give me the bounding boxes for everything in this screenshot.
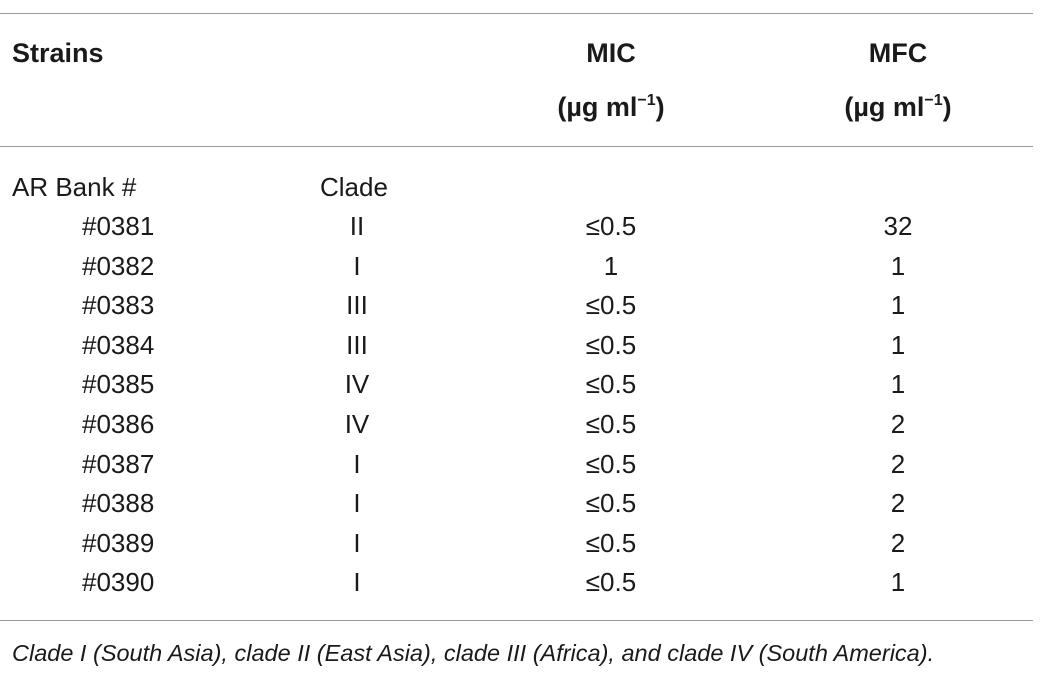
subheader-clade: Clade: [320, 172, 388, 202]
cell-strain: #0387: [82, 448, 155, 479]
cell-mic: ≤0.5: [585, 567, 637, 598]
cell-mic: ≤0.5: [585, 448, 637, 479]
cell-mfc: 1: [890, 369, 906, 400]
table-row: #0389 I ≤0.5 2: [0, 527, 1050, 567]
cell-strain: #0386: [82, 408, 155, 439]
cell-clade: II: [349, 211, 365, 241]
cell-mic: ≤0.5: [585, 329, 637, 360]
cell-mfc: 1: [890, 567, 906, 598]
cell-mfc: 1: [890, 329, 906, 360]
table-row: #0384 III ≤0.5 1: [0, 329, 1050, 369]
table-header-rule: [0, 146, 1033, 147]
cell-clade: I: [353, 488, 361, 519]
cell-clade: IV: [344, 369, 370, 400]
cell-strain: #0383: [82, 290, 155, 321]
header-strains: Strains: [12, 38, 104, 68]
unit-prefix: (µg ml: [557, 92, 638, 122]
table-bottom-rule: [0, 620, 1033, 621]
table-row: #0387 I ≤0.5 2: [0, 448, 1050, 488]
cell-strain: #0390: [82, 567, 155, 598]
cell-mic: ≤0.5: [585, 488, 637, 519]
cell-mic: ≤0.5: [585, 527, 637, 558]
header-mic: MIC: [586, 38, 636, 68]
table-row: #0381 II ≤0.5 32: [0, 210, 1050, 250]
unit-exponent: −1: [924, 92, 943, 109]
cell-strain: #0384: [82, 329, 155, 360]
header-mfc-unit: (µg ml−1): [798, 92, 998, 122]
cell-strain: #0382: [82, 250, 155, 281]
cell-mic: ≤0.5: [585, 369, 637, 400]
table-row: #0383 III ≤0.5 1: [0, 289, 1050, 329]
cell-mfc: 2: [890, 488, 906, 519]
table-row: #0388 I ≤0.5 2: [0, 487, 1050, 527]
table-row: #0385 IV ≤0.5 1: [0, 368, 1050, 408]
cell-mfc: 1: [890, 290, 906, 321]
cell-mfc: 2: [890, 408, 906, 439]
table-footnote: Clade I (South Asia), clade II (East Asi…: [12, 640, 935, 666]
cell-clade: IV: [344, 408, 370, 439]
table-body: #0381 II ≤0.5 32 #0382 I 1 1 #0383 III ≤0.5 1 #0384 I…: [0, 210, 1050, 606]
cell-mic: ≤0.5: [585, 290, 637, 321]
cell-mic: 1: [603, 250, 619, 281]
cell-clade: III: [346, 329, 368, 360]
table-row: #0382 I 1 1: [0, 250, 1050, 290]
cell-mfc: 1: [890, 250, 906, 281]
unit-suffix: ): [942, 92, 952, 122]
header-mic-unit: (µg ml−1): [511, 92, 711, 122]
cell-mfc: 32: [883, 211, 913, 241]
cell-mic: ≤0.5: [585, 211, 637, 241]
cell-mic: ≤0.5: [585, 408, 637, 439]
unit-suffix: ): [655, 92, 665, 122]
table-top-rule: [0, 13, 1033, 14]
cell-clade: I: [353, 448, 361, 479]
cell-clade: I: [353, 567, 361, 598]
unit-exponent: −1: [637, 92, 656, 109]
cell-mfc: 2: [890, 448, 906, 479]
cell-strain: #0389: [82, 527, 155, 558]
cell-strain: #0385: [82, 369, 155, 400]
cell-strain: #0388: [82, 488, 155, 519]
table-row: #0390 I ≤0.5 1: [0, 566, 1050, 606]
cell-clade: I: [353, 527, 361, 558]
header-mfc: MFC: [868, 38, 928, 68]
table-row: #0386 IV ≤0.5 2: [0, 408, 1050, 448]
unit-prefix: (µg ml: [844, 92, 925, 122]
cell-strain: #0381: [82, 211, 155, 241]
cell-clade: I: [353, 250, 361, 281]
cell-clade: III: [346, 290, 368, 321]
cell-mfc: 2: [890, 527, 906, 558]
subheader-ar-bank: AR Bank #: [12, 172, 137, 202]
